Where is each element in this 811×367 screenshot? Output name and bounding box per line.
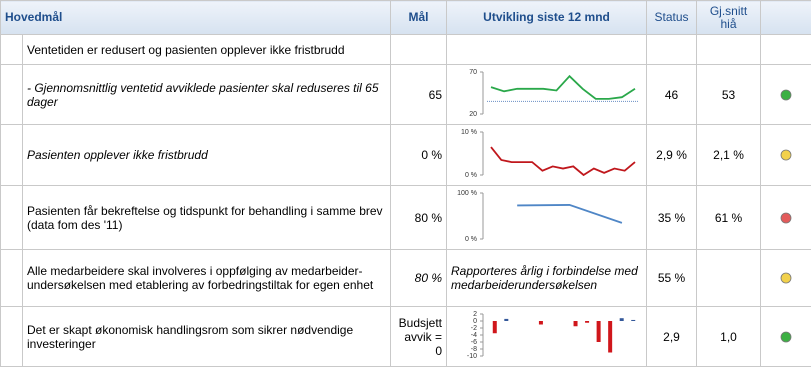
table-row: Alle medarbeidere skal involveres i oppf… (0, 249, 811, 307)
header-indicator (760, 0, 811, 35)
bar (585, 320, 590, 323)
trend-cell: 70 20 (446, 64, 648, 125)
indicator-cell (760, 185, 811, 250)
status-cell: 46 (646, 64, 698, 125)
y-tick-label: -4 (471, 331, 477, 338)
avg-cell (696, 34, 762, 65)
indent-cell (0, 64, 23, 125)
trend-cell: 2 0 -2 -4 -6 -8 -10 (446, 306, 648, 367)
status-cell: 2,9 % (646, 124, 698, 186)
avg-cell: 2,1 % (696, 124, 762, 186)
status-dot (780, 212, 792, 224)
status-dot (780, 89, 792, 101)
status-cell: 55 % (646, 249, 698, 307)
indicator (780, 89, 792, 101)
status-dot (780, 150, 792, 161)
trend-line (517, 203, 623, 224)
indent-cell (0, 249, 23, 307)
y-tick-label: 20 (469, 110, 477, 117)
table-row: Pasienten opplever ikke fristbrudd 0 % 10 … (0, 124, 811, 186)
goal-cell: Pasienten opplever ikke fristbrudd (21, 124, 392, 186)
indicator-cell (760, 249, 811, 307)
status-dot (780, 273, 792, 284)
y-tick-label: 10 % (461, 128, 477, 135)
indicator-cell (760, 34, 811, 65)
y-tick-label: 70 (469, 68, 477, 75)
target-cell: 0 % (390, 124, 448, 186)
target-cell: 80 % (390, 185, 448, 250)
bar (608, 320, 613, 352)
target-cell: Budsjett avvik = 0 (390, 306, 448, 367)
sparkline: 100 % 0 % (457, 189, 623, 242)
goal-cell: Ventetiden er redusert og pasienten oppl… (21, 34, 392, 65)
target-cell: 65 (390, 64, 448, 125)
y-tick-label: -6 (471, 338, 477, 345)
y-tick-label: 0 % (465, 171, 477, 178)
target-cell (390, 34, 448, 65)
header-avg: Gj.snitt hiå (696, 0, 762, 35)
y-tick-label: 100 % (457, 189, 477, 196)
table-row: Det er skapt økonomisk handlingsrom som … (0, 306, 811, 367)
y-tick-label: 2 (473, 310, 477, 317)
status-cell: 35 % (646, 185, 698, 250)
y-tick-label: -8 (471, 345, 477, 352)
indicator (780, 212, 792, 224)
indicator (780, 331, 792, 343)
status-cell: 2,9 (646, 306, 698, 367)
header-target: Mål (390, 0, 448, 35)
bar (631, 319, 636, 321)
goal-cell: Alle medarbeidere skal involveres i oppf… (21, 249, 392, 307)
indent-cell (0, 34, 23, 65)
goal-cell: Det er skapt økonomisk handlingsrom som … (21, 306, 392, 367)
avg-cell: 61 % (696, 185, 762, 250)
goal-cell: Pasienten får bekreftelse og tidspunkt f… (21, 185, 392, 250)
header-status: Status (646, 0, 698, 35)
bar (492, 320, 497, 333)
trend-cell: 10 % 0 % (446, 124, 648, 186)
avg-cell: 1,0 (696, 306, 762, 367)
avg-cell (696, 249, 762, 307)
table-body: Ventetiden er redusert og pasienten oppl… (0, 34, 811, 367)
bar (504, 318, 509, 321)
trend-cell (446, 34, 648, 65)
table-row: Ventetiden er redusert og pasienten oppl… (0, 34, 811, 65)
y-tick-label: -2 (471, 324, 477, 331)
indent-cell (0, 185, 23, 250)
y-tick-label: 0 % (465, 235, 477, 242)
table-row: Pasienten får bekreftelse og tidspunkt f… (0, 185, 811, 250)
indicator-cell (760, 64, 811, 125)
bar (596, 320, 601, 342)
trend-line (490, 74, 636, 100)
sparkline: 10 % 0 % (461, 128, 636, 178)
trend-line (490, 145, 636, 176)
header-goal: Hovedmål (0, 0, 392, 35)
status-cell (646, 34, 698, 65)
sparkline: 70 20 (469, 68, 640, 117)
indicator (780, 150, 792, 161)
indicator (780, 273, 792, 284)
indicator-cell (760, 306, 811, 367)
y-tick-label: -10 (467, 352, 477, 359)
indent-cell (0, 124, 23, 186)
bar (619, 317, 624, 321)
indent-cell (0, 306, 23, 367)
y-tick-label: 0 (473, 317, 477, 324)
target-cell: 80 % (390, 249, 448, 307)
indicator-cell (760, 124, 811, 186)
table-row: - Gjennomsnittlig ventetid avviklede pas… (0, 64, 811, 125)
goal-cell: - Gjennomsnittlig ventetid avviklede pas… (21, 64, 392, 125)
header-row: Hovedmål Mål Utvikling siste 12 mnd Stat… (0, 0, 811, 35)
header-trend: Utvikling siste 12 mnd (446, 0, 648, 35)
bar (538, 320, 543, 324)
sparkline: 20-2-4-6-8-10 (467, 310, 636, 359)
status-dot (780, 331, 792, 343)
avg-cell: 53 (696, 64, 762, 125)
bar (573, 320, 578, 326)
trend-cell: 100 % 0 % (446, 185, 648, 250)
trend-text: Rapporteres årlig i forbindelse med meda… (446, 249, 648, 307)
